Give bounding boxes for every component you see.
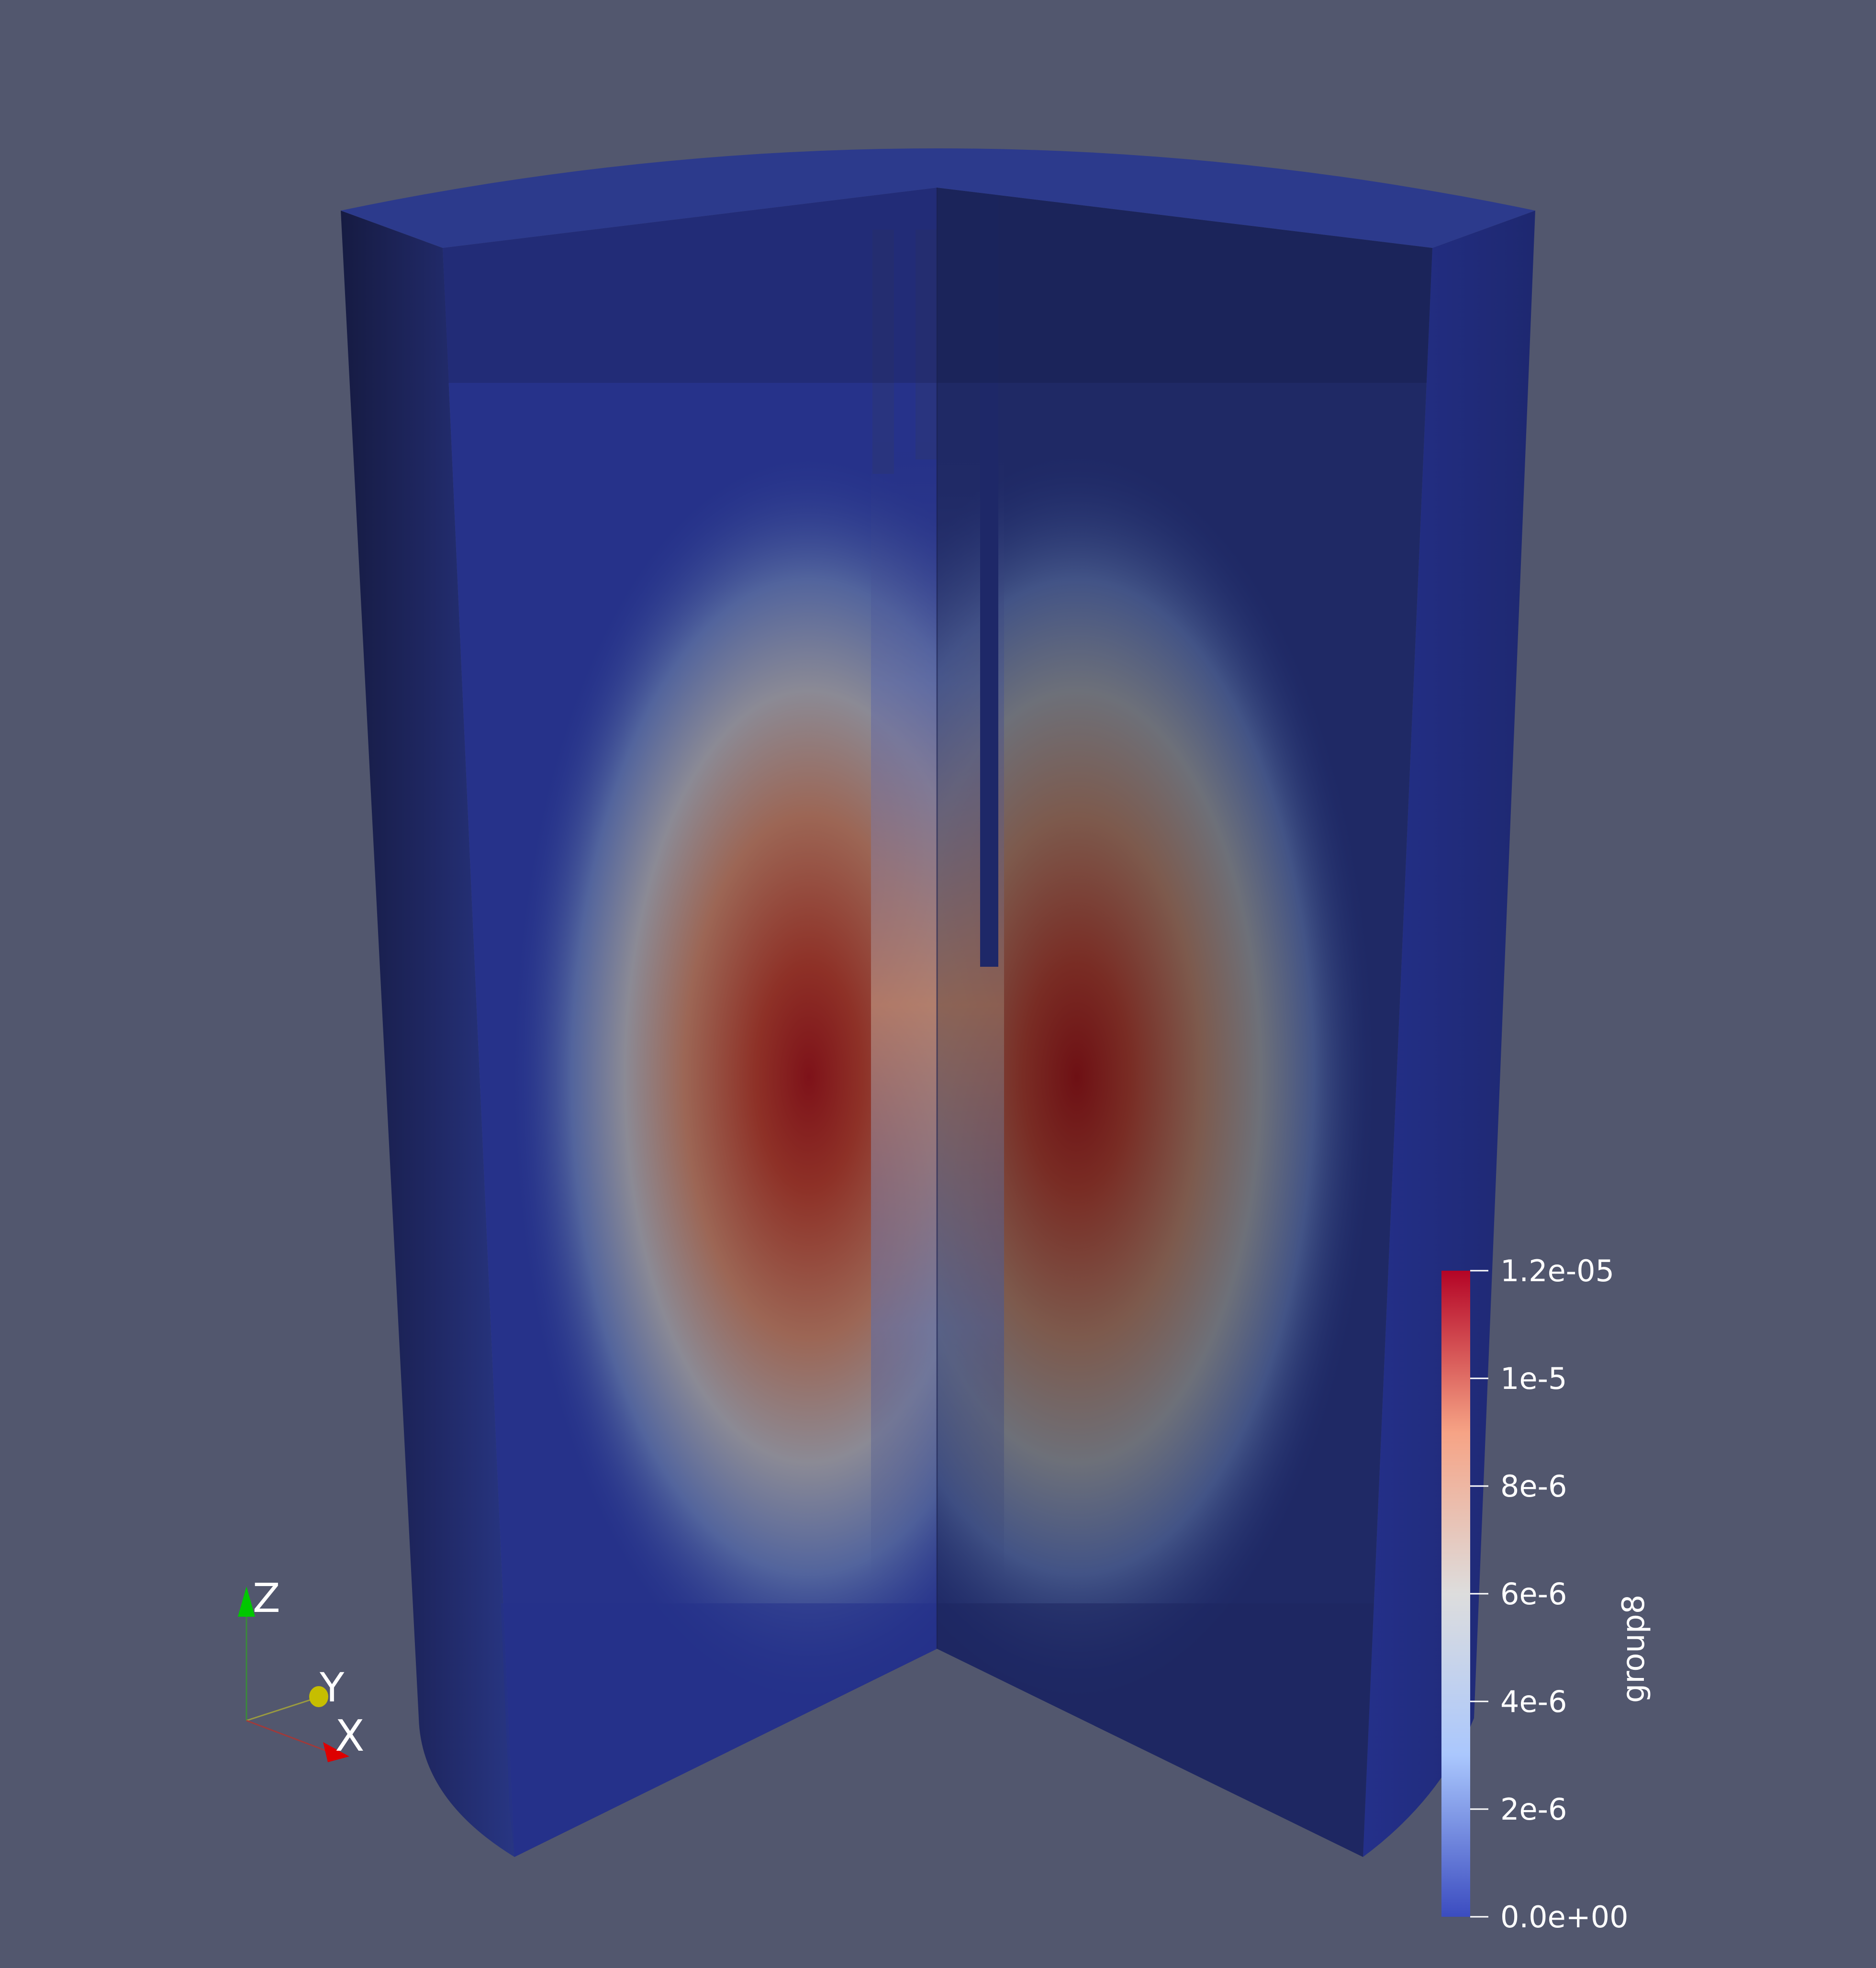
scalar-bar-gradient	[1441, 1271, 1470, 1917]
scalar-bar-title: group8	[1616, 1595, 1652, 1703]
scalar-bar-label: 1e-5	[1500, 1361, 1567, 1396]
scalar-bar-label: 0.0e+00	[1500, 1900, 1629, 1934]
scalar-bar-label: 4e-6	[1500, 1684, 1567, 1719]
z-axis-cone	[238, 1587, 255, 1617]
cylinder-outer-wall-left	[341, 211, 514, 1857]
x-axis-label: X	[335, 1711, 365, 1761]
scalar-bar-ticks: 1.2e-05 1e-5 8e-6 6e-6 4e-6 2e-6 0.0e+00	[1470, 1253, 1629, 1934]
scalar-bar-label: 8e-6	[1500, 1469, 1567, 1504]
scalar-bar-label: 1.2e-05	[1500, 1253, 1614, 1288]
scalar-bar-label: 2e-6	[1500, 1792, 1567, 1827]
y-axis-cone	[309, 1686, 328, 1707]
scalar-bar-label: 6e-6	[1500, 1577, 1567, 1611]
scalar-bar[interactable]: 1.2e-05 1e-5 8e-6 6e-6 4e-6 2e-6 0.0e+00 group…	[1441, 1253, 1652, 1934]
control-rod	[980, 191, 998, 967]
orientation-axes: Z Y X	[238, 1575, 365, 1762]
cylinder-model	[341, 148, 1535, 1857]
z-axis-label: Z	[253, 1575, 280, 1621]
y-axis-label: Y	[319, 1664, 345, 1711]
cylinder-outer-wall-right	[1363, 211, 1535, 1857]
cylinder-top-cap	[341, 148, 1535, 248]
x-axis-cone	[323, 1742, 349, 1762]
